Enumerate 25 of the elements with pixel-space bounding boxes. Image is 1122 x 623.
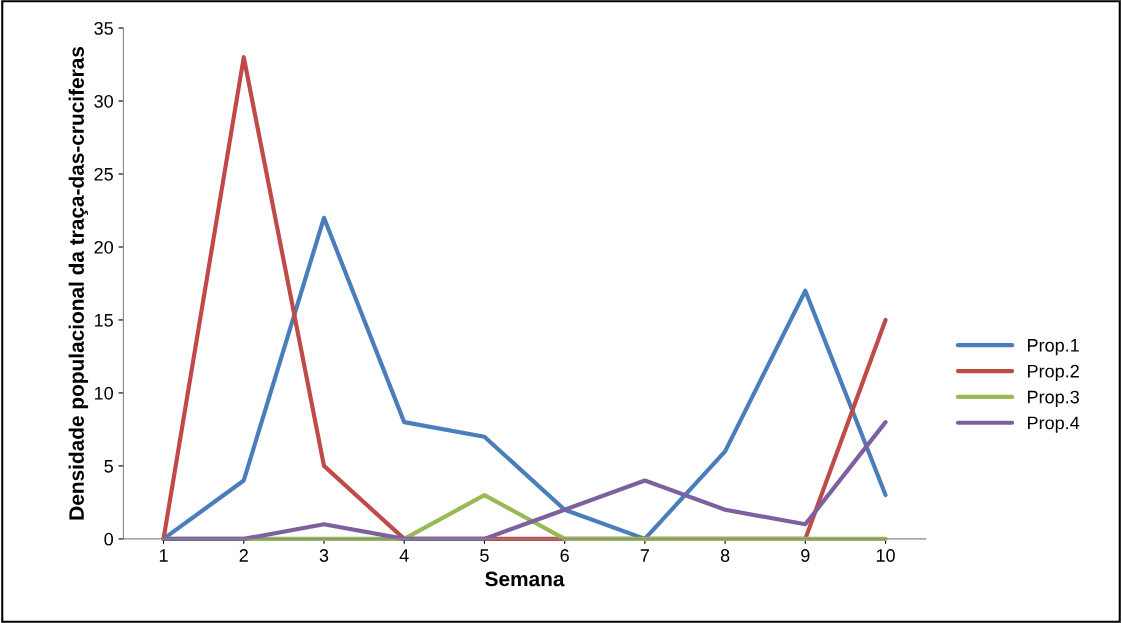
- x-tick-label: 7: [640, 549, 649, 562]
- x-tick-label: 9: [801, 549, 810, 562]
- line-series: [161, 420, 888, 541]
- y-tick-label: 5: [104, 460, 113, 473]
- x-tick-label: 6: [560, 549, 569, 562]
- x-tick-label: 2: [239, 549, 248, 562]
- x-tick-label: 8: [720, 549, 730, 562]
- y-tick-label: 35: [94, 21, 113, 35]
- legend-label: Prop.3: [1028, 390, 1079, 407]
- y-axis-title: Densidade populacional da traça-das-cruciferas: [68, 46, 89, 520]
- y-tick-label: 30: [94, 94, 113, 108]
- y-tick-label: 0: [104, 532, 113, 546]
- x-axis-title: Semana: [485, 571, 565, 587]
- x-tick-label: 5: [480, 549, 489, 562]
- y-tick-label: 20: [94, 240, 113, 254]
- legend-label: Prop.2: [1028, 364, 1079, 382]
- x-tick-label: 3: [319, 549, 329, 562]
- legend-label: Prop.4: [1028, 416, 1080, 433]
- x-tick-label: 10: [876, 549, 895, 562]
- y-tick-label: 15: [94, 314, 113, 327]
- y-tick-label: 25: [94, 167, 113, 181]
- legend-label: Prop.1: [1028, 339, 1079, 356]
- x-tick-label: 1: [159, 549, 168, 562]
- x-tick-label: 4: [399, 549, 409, 562]
- y-tick-label: 10: [94, 386, 113, 400]
